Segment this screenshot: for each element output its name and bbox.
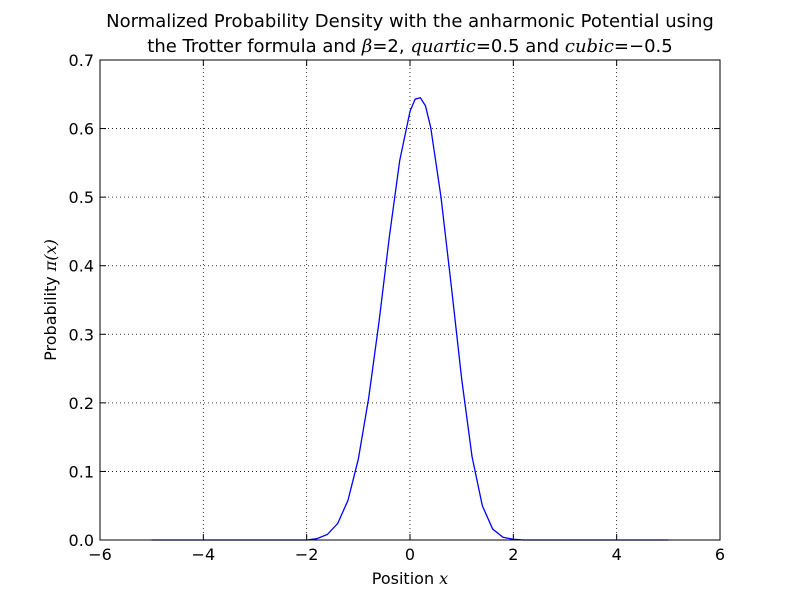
y-tick-label: 0.7 [69, 51, 94, 70]
y-tick-label: 0.5 [69, 188, 94, 207]
y-axis-label-text: Probability [41, 271, 60, 361]
plot-area [151, 96, 669, 541]
tick-labels: −6 −4 −2 0 2 4 6 0.0 0.1 0.2 0.3 0.4 0.5 0.6 0.7 [69, 51, 726, 564]
x-axis-label: Position x [372, 569, 448, 588]
y-tick-label: 0.3 [69, 325, 94, 344]
chart-title-line1: Normalized Probability Density with the … [106, 11, 714, 32]
title-cubic-value: =−0.5 [614, 36, 673, 57]
x-tick-label: 0 [405, 545, 415, 564]
y-tick-label: 0.4 [69, 257, 94, 276]
y-tick-label: 0.0 [69, 531, 94, 550]
x-tick-label: 4 [612, 545, 622, 564]
y-tick-label: 0.1 [69, 462, 94, 481]
x-axis-label-var: x [439, 569, 448, 588]
x-axis-label-text: Position [372, 569, 439, 588]
title-and: and [520, 36, 565, 57]
axes-frame [99, 59, 721, 541]
title-beta-value: =2, [372, 36, 410, 57]
y-axis-label: Probability π(x) [41, 239, 60, 361]
x-tick-label: −4 [192, 545, 216, 564]
probability-density-line [151, 96, 669, 541]
y-tick-label: 0.2 [69, 394, 94, 413]
y-axis-label-var: π(x) [41, 239, 60, 272]
title-quartic-value: =0.5 [476, 36, 520, 57]
y-tick-label: 0.6 [69, 120, 94, 139]
title-quartic-name: quartic [410, 36, 476, 57]
x-tick-label: −6 [88, 545, 112, 564]
title-beta-symbol: β [361, 36, 372, 57]
title-cubic-name: cubic [565, 36, 614, 57]
x-tick-label: 2 [508, 545, 518, 564]
x-tick-label: −2 [295, 545, 319, 564]
x-tick-label: 6 [715, 545, 725, 564]
title-prefix: the Trotter formula and [147, 36, 362, 57]
chart-title-line2: the Trotter formula and β=2, quartic=0.5… [147, 36, 672, 57]
